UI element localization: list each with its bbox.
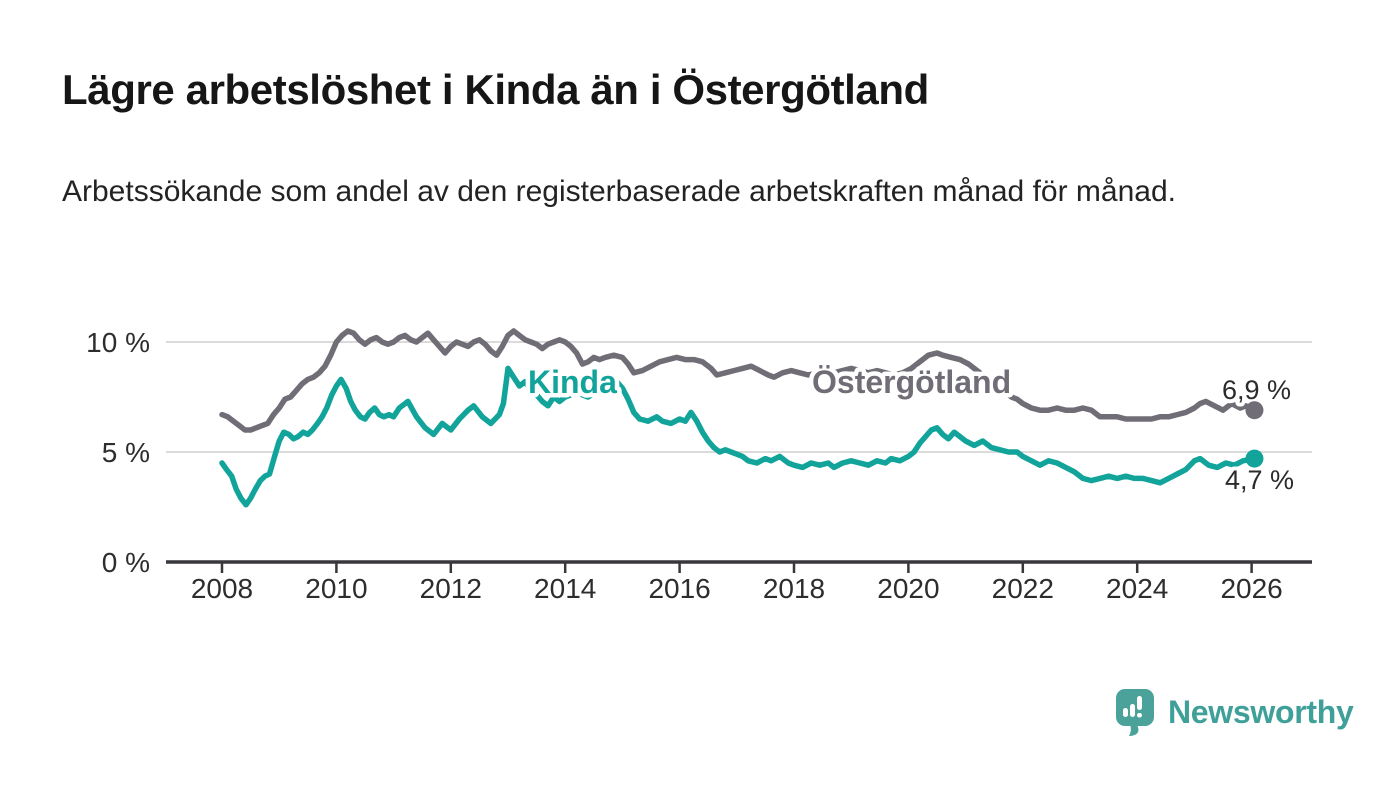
series-line-ostergotland [219, 328, 1258, 433]
newsworthy-logo-icon [1116, 688, 1154, 736]
logo-bar-medium [1130, 703, 1135, 717]
x-axis-tick-label: 2020 [877, 573, 939, 604]
y-axis-tick-label: 0 % [102, 547, 150, 578]
newsworthy-logo: Newsworthy [1115, 686, 1354, 738]
end-value-label-kinda: 4,7 % [1225, 465, 1294, 495]
x-axis-tick-label: 2012 [420, 573, 482, 604]
chart-title: Lägre arbetslöshet i Kinda än i Östergöt… [62, 66, 929, 113]
line-chart: 0 % 5 % 10 % 2008 2010 2012 2014 2016 2018 2020 20… [86, 327, 1312, 604]
y-axis-tick-label: 10 % [86, 327, 150, 358]
logo-bar-small [1123, 707, 1128, 717]
x-axis-tick-label: 2010 [305, 573, 367, 604]
x-axis-tick-label: 2016 [648, 573, 710, 604]
y-axis-tick-label: 5 % [102, 437, 150, 468]
end-dot-kinda [1245, 449, 1264, 468]
x-axis-tick-label: 2022 [992, 573, 1054, 604]
newsworthy-logo-text: Newsworthy [1168, 693, 1354, 730]
series-label-ostergotland: Östergötland [812, 364, 1011, 400]
end-value-label-ostergotland: 6,9 % [1222, 375, 1291, 405]
x-axis-tick-label: 2024 [1106, 573, 1168, 604]
end-dot-ostergotland [1245, 401, 1264, 420]
x-axis-tick-label: 2018 [763, 573, 825, 604]
x-axis-tick-label: 2014 [534, 573, 596, 604]
x-axis-tick-label: 2008 [191, 573, 253, 604]
logo-exclamation-dot [1137, 712, 1142, 717]
x-axis-tick-label: 2026 [1220, 573, 1282, 604]
series-label-kinda: Kinda [528, 364, 617, 400]
chart-subtitle: Arbetssökande som andel av den registerb… [62, 175, 1176, 208]
series-line-kinda [219, 365, 1258, 508]
logo-exclamation-bar [1137, 695, 1142, 710]
